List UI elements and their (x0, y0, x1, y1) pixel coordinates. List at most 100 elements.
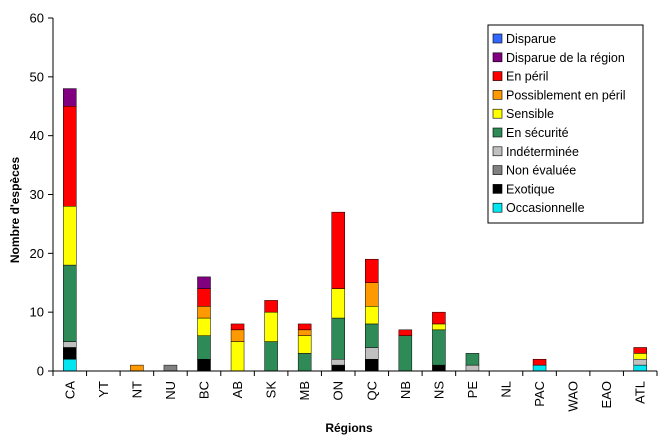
x-tick-label: PAC (532, 381, 547, 407)
bar-segment (365, 282, 379, 307)
bar-segment (532, 358, 547, 366)
bar-segment (432, 364, 446, 372)
legend-swatch (492, 71, 503, 81)
legend-swatch (492, 52, 503, 63)
x-tick-label: NB (398, 381, 413, 399)
y-tick-label: 50 (30, 69, 44, 84)
legend-swatch (492, 127, 503, 138)
bar-segment (230, 323, 245, 331)
bar-segment (331, 358, 345, 366)
legend-swatch (492, 202, 503, 213)
bar-segment (432, 329, 446, 366)
bar-segment (331, 364, 345, 372)
bar-segment (63, 358, 77, 372)
bar-segment (297, 335, 312, 354)
bar-segment (398, 335, 413, 372)
x-tick-label: EAO (599, 381, 614, 408)
x-tick-label: ATL (633, 381, 648, 404)
bar-segment (297, 353, 312, 372)
bar-segment (365, 258, 379, 284)
bar-segment (365, 323, 379, 348)
y-axis-title: Nombre d'espèces (8, 157, 22, 264)
legend-label: Disparue de la région (506, 51, 625, 65)
bar-segment (163, 364, 178, 372)
legend-label: Possiblement en péril (506, 88, 626, 102)
x-tick-label: QC (364, 381, 379, 401)
x-tick-label: MB (297, 381, 312, 401)
bar-segment (365, 306, 379, 325)
bar-segment (297, 329, 312, 336)
legend-label: Sensible (506, 107, 554, 121)
x-axis-title: Régions (325, 421, 373, 435)
bar-segment (197, 276, 211, 289)
x-tick-label: YT (96, 381, 111, 398)
legend-label: Non évaluée (506, 164, 576, 178)
x-tick-label: NL (499, 381, 514, 398)
bar-segment (633, 353, 647, 360)
bar-segment (633, 347, 647, 354)
x-tick-label: AB (230, 381, 245, 398)
bar-segment (197, 358, 211, 372)
x-tick-label: NT (129, 381, 144, 398)
bar-segment (633, 358, 647, 366)
bar-segment (264, 341, 278, 372)
x-tick-label: BC (197, 381, 212, 399)
bar-segment (63, 347, 77, 360)
legend-box (487, 24, 644, 224)
x-axis-ticks: CA YT NT NU BC AB SK MB ON QC NB NS PE NL PAC WAO EAO ATL (52, 371, 658, 412)
bar-segment (130, 364, 144, 372)
bar-segment (63, 264, 77, 342)
y-tick-label: 10 (30, 305, 44, 320)
bar-segment (633, 364, 647, 372)
legend-label: En sécurité (506, 126, 569, 140)
y-tick-label: 0 (37, 364, 44, 379)
y-tick-label: 30 (30, 187, 44, 202)
bar-segment (331, 211, 345, 289)
x-tick-label: ON (331, 381, 346, 401)
legend-label: Exotique (506, 182, 555, 196)
bar-segment (331, 288, 345, 319)
legend-label: Occasionnelle (506, 201, 585, 215)
bar-segment (197, 335, 211, 360)
legend-swatch (492, 165, 503, 175)
bar-segment (264, 300, 278, 313)
bar-segment (465, 364, 480, 372)
legend-swatch (492, 90, 503, 100)
bar-segment (398, 329, 413, 336)
bar-segment (331, 317, 345, 360)
x-tick-label: PE (465, 381, 480, 399)
bar-segment (63, 88, 77, 107)
bar-segment (432, 323, 446, 331)
legend: Disparue Disparue de la région En péril Pos… (487, 24, 644, 224)
legend-label: En péril (506, 70, 548, 84)
bar-segment (197, 306, 211, 319)
x-tick-label: SK (264, 381, 279, 399)
bar-segment (297, 323, 312, 331)
x-tick-label: NS (431, 381, 446, 399)
bar-segment (264, 311, 278, 342)
y-tick-label: 20 (30, 246, 44, 261)
legend-swatch (492, 146, 503, 157)
legend-swatch (492, 184, 503, 194)
bar-segment (63, 206, 77, 266)
x-tick-label: CA (62, 381, 77, 399)
bar-segment (465, 353, 480, 366)
y-axis-ticks: 0 10 20 30 40 50 60 (30, 11, 53, 379)
legend-label: Disparue (506, 32, 556, 46)
x-tick-label: NU (163, 381, 178, 400)
bar-segment (365, 347, 379, 360)
y-tick-label: 60 (30, 11, 44, 26)
bar-segment (63, 341, 77, 348)
bar-segment (197, 317, 211, 336)
bar-segment (365, 358, 379, 372)
bars-group (63, 88, 647, 372)
x-tick-label: WAO (566, 381, 581, 412)
bar-segment (197, 288, 211, 307)
legend-label: Indéterminée (506, 145, 579, 159)
bar-segment (63, 106, 77, 207)
legend-swatch (492, 33, 503, 44)
bar-segment (432, 311, 446, 325)
bar-segment (230, 329, 245, 342)
y-tick-label: 40 (30, 128, 44, 143)
